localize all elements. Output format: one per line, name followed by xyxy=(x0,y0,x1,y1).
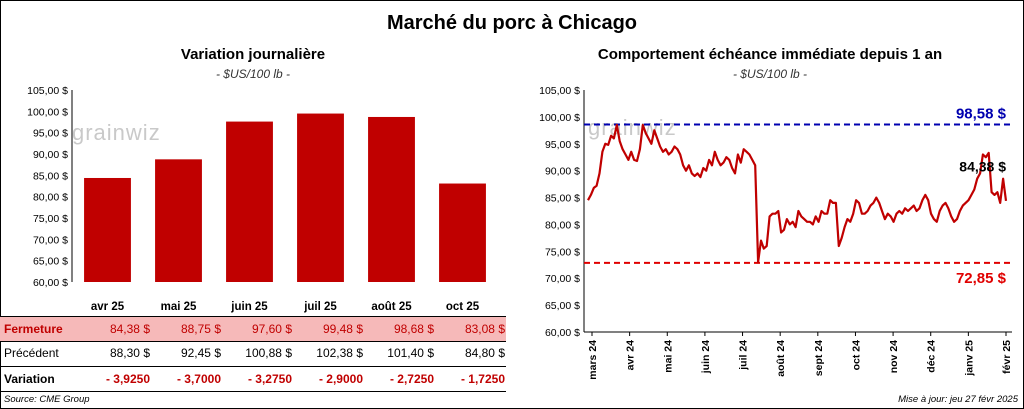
variation-value: - 3,7000 xyxy=(176,372,221,386)
y-tick-label: 100,00 $ xyxy=(539,112,580,124)
y-tick-label: 60,00 $ xyxy=(33,277,68,289)
close-value: 84,38 $ xyxy=(109,322,150,336)
bar xyxy=(439,183,486,282)
y-tick-label: 75,00 $ xyxy=(33,213,68,225)
x-tick-label: nov 24 xyxy=(888,340,900,373)
high-value-label: 98,58 $ xyxy=(956,106,1007,123)
page-title: Marché du porc à Chicago xyxy=(386,12,638,34)
variation-value: - 3,9250 xyxy=(105,372,150,386)
x-tick-label: févr 25 xyxy=(1001,340,1013,374)
y-tick-label: 80,00 $ xyxy=(33,192,68,204)
bar xyxy=(297,113,344,282)
y-tick-label: 95,00 $ xyxy=(545,139,580,151)
x-tick-label: avr 24 xyxy=(625,340,637,371)
variation-value: - 2,9000 xyxy=(318,372,363,386)
last-value-label: 84,38 $ xyxy=(959,159,1006,175)
previous-value: 101,40 $ xyxy=(387,346,434,360)
variation-label: Variation xyxy=(4,372,55,386)
x-tick-label: avr 25 xyxy=(91,301,125,313)
x-tick-label: août 25 xyxy=(371,301,412,313)
source-note: Source: CME Group xyxy=(4,394,90,405)
x-tick-label: oct 25 xyxy=(446,301,480,313)
x-tick-label: juil 24 xyxy=(738,340,750,371)
x-tick-label: juin 25 xyxy=(230,301,268,313)
table-row-variation: Variation - 3,9250 - 3,7000 - 3,2750 - 2… xyxy=(0,366,506,392)
x-tick-label: déc 24 xyxy=(926,340,938,373)
previous-value: 88,30 $ xyxy=(109,346,150,360)
previous-value: 102,38 $ xyxy=(316,346,363,360)
y-tick-label: 90,00 $ xyxy=(545,166,580,178)
y-tick-label: 105,00 $ xyxy=(539,85,580,97)
grainwiz-logo-left: grainwiz xyxy=(72,120,161,145)
right-chart-subtitle: Comportement échéance immédiate depuis 1… xyxy=(597,46,943,63)
update-note: Mise à jour: jeu 27 févr 2025 xyxy=(898,394,1018,405)
x-tick-label: août 24 xyxy=(775,340,787,377)
x-tick-label: sept 24 xyxy=(813,340,825,376)
y-tick-label: 85,00 $ xyxy=(545,193,580,205)
bar xyxy=(368,116,415,282)
close-value: 97,60 $ xyxy=(251,322,292,336)
y-tick-label: 75,00 $ xyxy=(545,246,580,258)
variation-value: - 2,7250 xyxy=(389,372,434,386)
close-value: 99,48 $ xyxy=(322,322,363,336)
close-value: 83,08 $ xyxy=(464,322,505,336)
y-tick-label: 85,00 $ xyxy=(33,170,68,182)
y-tick-label: 70,00 $ xyxy=(545,273,580,285)
previous-value: 100,88 $ xyxy=(245,346,292,360)
table-row-previous: Précédent 88,30 $ 92,45 $ 100,88 $ 102,3… xyxy=(0,341,506,365)
x-tick-label: oct 24 xyxy=(850,340,862,371)
line-chart: 60,00 $ 65,00 $ 70,00 $ 75,00 $ 80,00 $ 85,00… xyxy=(539,85,1013,380)
bar xyxy=(155,159,202,282)
right-chart-units: - $US/100 lb - xyxy=(732,67,808,81)
bar-chart: 60,00 $ 65,00 $ 70,00 $ 75,00 $ 80,00 $ 85,00… xyxy=(27,85,486,313)
close-value: 88,75 $ xyxy=(180,322,221,336)
x-tick-label: mai 25 xyxy=(161,301,197,313)
bar xyxy=(84,177,131,282)
previous-label: Précédent xyxy=(4,346,59,360)
y-tick-label: 80,00 $ xyxy=(545,219,580,231)
bar xyxy=(226,121,273,282)
x-tick-label: mai 24 xyxy=(662,340,674,373)
variation-value: - 1,7250 xyxy=(460,372,505,386)
left-chart-units: - $US/100 lb - xyxy=(215,67,291,81)
variation-value: - 3,2750 xyxy=(247,372,292,386)
price-series-line xyxy=(587,123,1008,264)
previous-value: 84,80 $ xyxy=(464,346,505,360)
table-row-close: Fermeture 84,38 $ 88,75 $ 97,60 $ 99,48 … xyxy=(0,316,506,342)
y-tick-label: 70,00 $ xyxy=(33,234,68,246)
close-label: Fermeture xyxy=(4,322,63,336)
y-tick-label: 65,00 $ xyxy=(33,256,68,268)
x-tick-label: juin 24 xyxy=(700,340,712,374)
y-tick-label: 105,00 $ xyxy=(27,85,68,97)
left-chart-subtitle: Variation journalière xyxy=(180,46,326,63)
grainwiz-logo-right: grainwiz xyxy=(588,115,677,140)
y-tick-label: 100,00 $ xyxy=(27,106,68,118)
y-tick-label: 95,00 $ xyxy=(33,128,68,140)
y-tick-label: 60,00 $ xyxy=(545,327,580,339)
close-value: 98,68 $ xyxy=(393,322,434,336)
x-tick-label: janv 25 xyxy=(963,340,975,377)
y-tick-label: 65,00 $ xyxy=(545,300,580,312)
x-tick-label: mars 24 xyxy=(587,340,599,380)
y-tick-label: 90,00 $ xyxy=(33,149,68,161)
x-tick-label: juil 25 xyxy=(303,301,337,313)
low-value-label: 72,85 $ xyxy=(956,270,1007,287)
previous-value: 92,45 $ xyxy=(180,346,221,360)
